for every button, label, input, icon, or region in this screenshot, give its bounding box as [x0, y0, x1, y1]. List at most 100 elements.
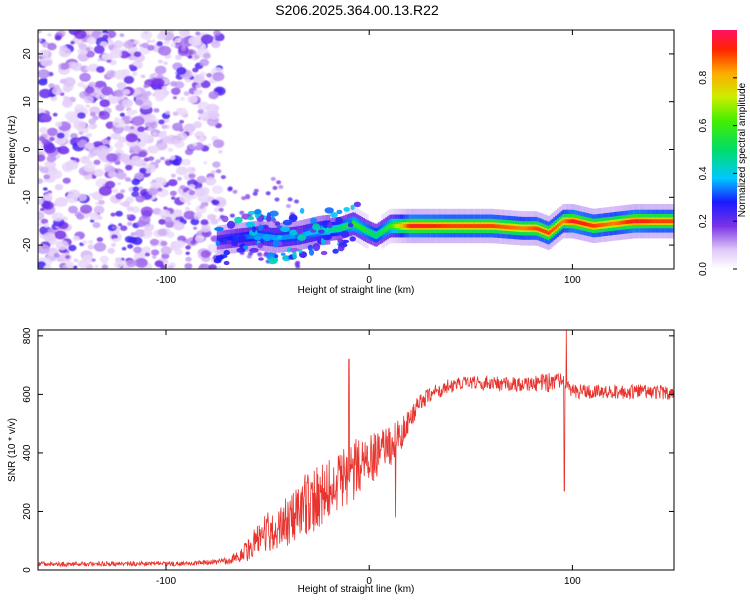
spectrogram-noise-cell — [200, 34, 214, 45]
spectrogram-ridge-cell — [511, 225, 514, 230]
spectrogram-noise-cell — [86, 36, 97, 45]
spectrogram-noise-cell — [114, 141, 124, 149]
spectrogram-noise-cell — [181, 158, 191, 166]
spectrogram-noise-cell — [232, 189, 238, 194]
spectrogram-noise-cell — [44, 160, 56, 170]
spectrogram-noise-cell — [38, 136, 46, 142]
colorbar-gradient — [712, 30, 737, 269]
spectrogram-noise-cell — [114, 261, 123, 268]
spectrogram-ridge-cell — [653, 219, 656, 224]
spectrogram-xlabel: Height of straight line (km) — [298, 285, 415, 296]
spectrogram-ridge-cell — [410, 224, 413, 228]
spectrogram-ridge-cell — [652, 219, 654, 224]
spectrogram-noise-cell — [117, 182, 122, 186]
spectrogram-noise-cell — [47, 33, 52, 37]
snr-ytick-label: 400 — [22, 444, 33, 461]
spectrogram-ridge-cell — [615, 221, 618, 226]
spectrogram-ridge-cell — [227, 236, 230, 242]
spectrogram-ridge-cell — [296, 226, 303, 234]
spectrogram-noise-cell — [93, 205, 105, 214]
spectrogram-noise-cell — [40, 166, 49, 174]
spectrogram-noise-cell — [105, 180, 116, 189]
spectrogram-ridge-cell — [359, 225, 362, 230]
spectrogram-ridge-cell — [525, 226, 528, 231]
spectrogram-noise-cell — [41, 114, 51, 122]
spectrogram-ridge-cell — [582, 221, 585, 226]
spectrogram-noise-cell — [85, 86, 95, 94]
spectrogram-noise-cell — [125, 177, 131, 182]
spectrogram-noise-cell — [79, 72, 91, 82]
spectrogram-noise-cell — [172, 209, 183, 218]
spectrogram-noise-cell — [158, 119, 165, 125]
spectrogram-noise-cell — [75, 139, 80, 143]
spectrogram-noise-cell — [83, 95, 94, 104]
spectrogram-ridge-cell — [546, 230, 548, 235]
spectrogram-noise-cell — [54, 183, 64, 191]
spectrogram-noise-cell — [139, 167, 147, 174]
spectrogram-ridge-cell — [425, 224, 428, 228]
spectrogram-noise-cell — [186, 166, 196, 174]
spectrogram-noise-cell — [65, 111, 77, 121]
spectrogram-noise-cell — [154, 260, 164, 268]
spectrogram-noise-cell — [43, 223, 50, 228]
snr-ticks: -100 0 100 0 200 400 600 800 — [22, 327, 674, 587]
spectrogram-ridge-cell — [258, 233, 261, 239]
spectrogram-noise-cell — [183, 91, 190, 96]
spectrogram-noise-cell — [54, 197, 68, 208]
spectrogram-noise-cell — [172, 111, 179, 116]
spectrogram-noise-cell — [78, 131, 84, 135]
spectrogram-ridge-cell — [493, 224, 495, 228]
spectrogram-noise-cell — [43, 144, 57, 154]
spectrogram-noise-cell — [135, 99, 144, 106]
spectrogram-ridge-cell — [606, 222, 609, 227]
spectrogram-noise-cell — [62, 216, 68, 221]
spectrogram-ridge-cell — [518, 226, 521, 230]
spectrogram-noise-cell — [95, 94, 101, 99]
spectrogram-noise-cell — [143, 157, 150, 162]
spectrogram-ridge-cell — [454, 224, 457, 228]
spectrogram-ridge-cell — [221, 215, 229, 223]
spectrogram-ridge-cell — [340, 230, 350, 238]
spectrogram-ridge-cell — [328, 227, 331, 233]
spectrogram-ridge-cell — [657, 219, 660, 224]
spectrogram-ridge-cell — [261, 224, 269, 229]
spectrogram-ridge-cell — [611, 221, 614, 226]
spectrogram-ridge-cell — [251, 226, 257, 233]
spectrogram-noise-cell — [286, 204, 291, 209]
spectrogram-ridge-cell — [346, 223, 349, 228]
spectrogram-ridge-cell — [379, 230, 382, 235]
spectrogram-ridge-cell — [641, 219, 643, 224]
spectrogram-noise-cell — [167, 265, 174, 269]
spectrogram-ridge-cell — [668, 219, 671, 224]
spectrogram-noise-cell — [93, 159, 101, 165]
spectrogram-noise-cell — [134, 257, 148, 268]
spectrogram-noise-cell — [167, 147, 174, 152]
spectrogram-noise-cell — [43, 193, 53, 201]
spectrogram-noise-cell — [94, 264, 99, 269]
spectrogram-noise-cell — [169, 190, 177, 196]
spectrogram-ridge-cell — [434, 224, 437, 228]
spectrogram-noise-cell — [153, 108, 160, 113]
spectrogram-ridge-cell — [289, 247, 300, 252]
spectrogram-ridge-cell — [430, 224, 433, 228]
spectrogram-ridge-cell — [648, 219, 651, 224]
spectrogram-noise-cell — [98, 110, 110, 120]
spectrogram-ridge-cell — [218, 237, 221, 243]
spectrogram-noise-cell — [113, 40, 124, 49]
spectrogram-ridge-cell — [491, 224, 493, 228]
spectrogram-noise-cell — [138, 150, 147, 158]
spectrogram-noise-cell — [206, 117, 219, 127]
spectrogram-xtick-label: -100 — [156, 275, 176, 286]
spectrogram-ridge-cell — [249, 234, 252, 239]
spectrogram-ridge-cell — [399, 224, 402, 228]
snr-ylabel: SNR (10 * v/v) — [7, 418, 18, 482]
spectrogram-noise-cell — [133, 51, 142, 58]
spectrogram-noise-cell — [38, 211, 45, 221]
spectrogram-noise-cell — [188, 184, 196, 190]
spectrogram-noise-cell — [50, 169, 63, 179]
spectrogram-ridge-cell — [310, 230, 312, 236]
spectrogram-noise-cell — [152, 255, 157, 259]
spectrogram-noise-cell — [89, 212, 100, 221]
spectrogram-ridge-cell — [555, 225, 557, 230]
